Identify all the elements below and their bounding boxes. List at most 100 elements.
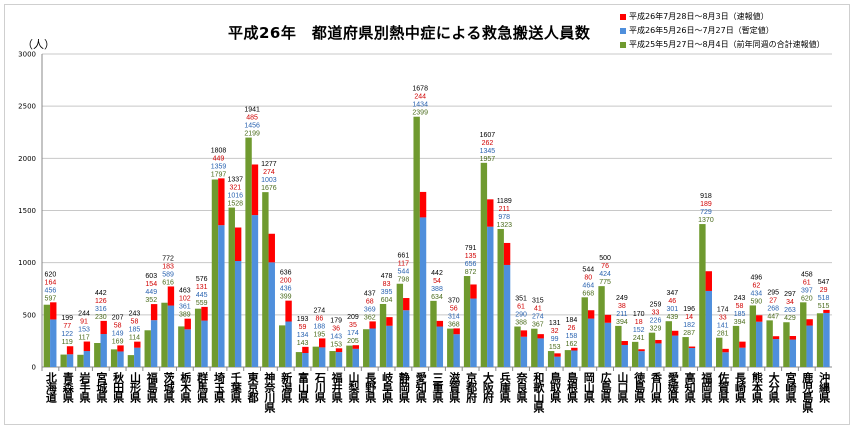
y-tick-label: 1500 xyxy=(18,207,36,215)
bar-green xyxy=(648,332,656,367)
data-label-blue: 434 xyxy=(751,290,763,297)
category-label: 青森県 xyxy=(61,372,75,402)
bar-blue xyxy=(487,226,494,367)
data-label-red: 58 xyxy=(114,322,122,329)
bar-green xyxy=(463,276,471,367)
bar-green xyxy=(194,308,202,367)
data-label-red: 262 xyxy=(482,140,494,147)
bar-blue xyxy=(352,348,360,367)
category-label: 福岡県 xyxy=(699,372,713,402)
category-label: 長崎県 xyxy=(733,372,747,402)
data-label-blue: 395 xyxy=(381,289,393,296)
data-label-red: 59 xyxy=(299,324,307,331)
data-label-total: 1941 xyxy=(244,107,260,114)
bar-green xyxy=(379,303,387,367)
data-label-red: 61 xyxy=(803,279,811,286)
data-label-green: 616 xyxy=(162,279,174,286)
bar-blue xyxy=(503,264,511,367)
data-label-red: 91 xyxy=(80,319,88,326)
bar-green xyxy=(295,352,303,367)
category-label: 群馬県 xyxy=(195,372,209,402)
data-label-blue: 544 xyxy=(398,269,410,276)
data-label-total: 661 xyxy=(398,253,410,260)
bar-green xyxy=(783,322,790,367)
category-label: 山口県 xyxy=(615,372,629,402)
data-label-red: 154 xyxy=(145,281,157,288)
data-label-total: 544 xyxy=(582,266,594,273)
data-label-red: 135 xyxy=(465,253,477,260)
data-label-total: 620 xyxy=(45,271,57,278)
category-label: 神奈川県 xyxy=(262,372,276,412)
bar-green xyxy=(766,320,773,367)
data-label-red: 18 xyxy=(635,319,643,326)
bar-red xyxy=(453,328,460,335)
category-label: 愛媛県 xyxy=(666,372,680,402)
data-label-blue: 1003 xyxy=(261,177,277,184)
category-label: 千葉県 xyxy=(229,372,243,402)
data-label-red: 33 xyxy=(719,315,727,322)
bar-red xyxy=(772,336,780,340)
bar-blue xyxy=(571,350,578,367)
data-label-total: 1808 xyxy=(211,147,227,154)
category-label: 宮崎県 xyxy=(783,372,797,402)
category-label: 熊本県 xyxy=(750,372,764,402)
bar-blue xyxy=(335,352,343,367)
bar-red xyxy=(285,300,292,322)
legend-item-red: 平成26年7月28日～8月3日（速報値） xyxy=(620,10,825,24)
data-label-total: 244 xyxy=(78,311,90,318)
category-label: 和歌山県 xyxy=(531,372,545,412)
bar-green xyxy=(161,302,168,367)
data-label-blue: 185 xyxy=(129,327,141,334)
category-label: 福井県 xyxy=(330,372,344,402)
data-label-total: 791 xyxy=(465,245,477,252)
bar-green xyxy=(800,302,807,367)
data-label-total: 636 xyxy=(280,270,292,277)
data-label-blue: 397 xyxy=(801,287,813,294)
bar-blue xyxy=(436,326,444,367)
data-label-total: 170 xyxy=(633,311,645,318)
data-label-total: 295 xyxy=(767,289,779,296)
bar-red xyxy=(83,341,91,352)
bar-green xyxy=(43,304,51,367)
data-label-blue: 152 xyxy=(633,327,645,334)
category-label: 新潟県 xyxy=(279,372,293,402)
legend-label: 平成26年5月26日～7月27日（暫定値） xyxy=(629,26,774,35)
bar-blue xyxy=(688,348,696,367)
y-tick-label: 500 xyxy=(23,311,36,319)
data-label-red: 36 xyxy=(332,325,340,332)
bar-blue xyxy=(319,347,326,367)
data-label-green: 439 xyxy=(666,314,678,321)
data-label-green: 281 xyxy=(717,331,729,338)
data-label-total: 315 xyxy=(532,298,544,305)
data-label-green: 2399 xyxy=(412,110,428,117)
data-label-red: 485 xyxy=(246,115,258,122)
data-label-blue: 149 xyxy=(112,330,124,337)
data-label-green: 872 xyxy=(465,269,477,276)
data-label-blue: 361 xyxy=(179,304,191,311)
data-label-blue: 158 xyxy=(566,333,578,340)
data-label-red: 211 xyxy=(499,206,510,213)
bar-red xyxy=(251,164,259,216)
category-label: 兵庫県 xyxy=(498,372,512,402)
data-label-blue: 456 xyxy=(45,287,57,294)
bar-red xyxy=(234,227,242,261)
bar-red xyxy=(671,330,679,336)
bar-green xyxy=(346,345,353,367)
bar-red xyxy=(369,321,376,329)
data-label-total: 370 xyxy=(448,297,460,304)
bar-green xyxy=(279,325,286,367)
bar-red xyxy=(436,320,444,327)
category-label: 鳥取県 xyxy=(548,372,562,402)
data-label-green: 117 xyxy=(78,335,89,342)
data-label-blue: 1456 xyxy=(244,123,260,130)
data-label-total: 442 xyxy=(431,270,443,277)
category-label: 石川県 xyxy=(313,372,327,402)
data-label-green: 169 xyxy=(112,338,124,345)
data-label-green: 394 xyxy=(734,319,746,326)
data-label-total: 437 xyxy=(364,290,376,297)
data-label-total: 243 xyxy=(129,311,141,318)
bar-red xyxy=(386,317,393,326)
data-label-red: 56 xyxy=(450,305,458,312)
data-label-total: 193 xyxy=(297,316,309,323)
data-label-total: 243 xyxy=(734,295,746,302)
